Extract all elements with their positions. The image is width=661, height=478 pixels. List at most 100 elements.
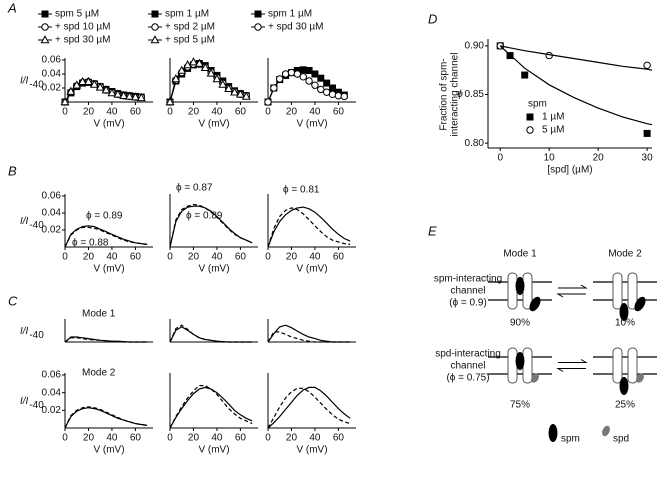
x-axis-label: [spd] (µM): [547, 165, 592, 176]
marker: [521, 71, 529, 79]
x-tick-label: 30: [642, 153, 654, 164]
fraction: 10%: [615, 318, 635, 329]
x-tick-label: 0: [62, 433, 68, 444]
legend-marker: [41, 10, 49, 18]
y-tick-label: 0.04: [42, 387, 62, 398]
arrow: [558, 284, 588, 289]
x-tick-label: 40: [211, 433, 223, 444]
annotation: ϕ = 0.87: [176, 183, 213, 194]
x-axis-label: V (mV): [93, 119, 124, 130]
series-line: [169, 386, 253, 429]
marker: [276, 75, 284, 83]
y-tick-label: 0.06: [42, 55, 62, 66]
site-blocker: [634, 296, 646, 312]
marker: [281, 70, 290, 78]
y-tick-label: 0.85: [465, 89, 485, 100]
x-axis-label: V (mV): [296, 445, 327, 456]
fraction: 25%: [615, 400, 635, 411]
series-line: [64, 406, 148, 429]
marker: [305, 77, 313, 85]
y-tick-label: 0.80: [465, 138, 485, 149]
y-axis-label: ϕ: [457, 89, 463, 100]
y-axis-label: I/I: [20, 326, 29, 337]
channel-phi: (ϕ = 0.75): [446, 373, 489, 384]
x-axis-label: V (mV): [296, 264, 327, 275]
subunit: [612, 272, 623, 310]
annotation: Mode 1: [82, 309, 116, 320]
legend-label: + spd 10 µM: [55, 22, 111, 33]
y-tick-label: 0.02: [42, 83, 62, 94]
annotation: ϕ = 0.89: [86, 211, 123, 222]
marker: [323, 79, 331, 87]
y-axis-label: I/I: [20, 396, 29, 407]
x-tick-label: 40: [106, 107, 118, 118]
x-tick-label: 20: [188, 252, 200, 263]
y-tick-label: 0.02: [42, 225, 62, 236]
marker: [299, 73, 307, 81]
y-axis-label: I/I: [20, 76, 29, 87]
marker: [206, 68, 216, 77]
legend-marker: [254, 10, 262, 18]
marker: [545, 51, 553, 60]
x-tick-label: 0: [167, 433, 173, 444]
marker: [89, 79, 99, 88]
subunit: [627, 272, 638, 310]
spm-blocker: [619, 303, 629, 321]
site-blocker: [636, 373, 644, 383]
legend-label: + spd 5 µM: [165, 35, 215, 46]
y-tick-label: 0.04: [42, 208, 62, 219]
channel-name: spd-interacting: [435, 349, 501, 360]
x-tick-label: 60: [235, 107, 247, 118]
marker: [95, 82, 105, 91]
series-line: [267, 207, 351, 248]
x-tick-label: 40: [309, 252, 321, 263]
series-line: [64, 226, 148, 248]
site-blocker: [531, 373, 539, 383]
marker: [643, 129, 651, 137]
series-line: [64, 337, 148, 343]
x-tick-label: 0: [167, 252, 173, 263]
x-tick-label: 60: [130, 107, 142, 118]
channel-name: channel: [450, 361, 485, 372]
x-tick-label: 20: [286, 107, 298, 118]
marker: [643, 61, 651, 70]
legend-spm: [548, 424, 558, 442]
legend-label: spm 1 µM: [165, 9, 209, 20]
x-tick-label: 60: [235, 252, 247, 263]
legend-marker: [150, 35, 160, 44]
legend-label: + spd 30 µM: [268, 22, 324, 33]
marker: [305, 67, 313, 74]
marker: [119, 90, 129, 99]
legend-marker: [526, 126, 534, 134]
legend-marker: [40, 35, 50, 44]
annotation: ϕ = 0.88: [72, 238, 109, 249]
x-tick-label: 0: [167, 107, 173, 118]
panel-label: C: [8, 293, 18, 308]
arrow: [558, 359, 588, 363]
marker: [183, 60, 193, 69]
x-tick-label: 60: [333, 252, 345, 263]
annotation: Mode 2: [82, 368, 116, 379]
series-line: [267, 386, 351, 429]
x-tick-label: 0: [265, 252, 271, 263]
marker: [270, 84, 278, 92]
subunit: [507, 347, 518, 384]
panel-label: E: [428, 223, 437, 238]
channel-name: spm-interacting: [434, 274, 502, 285]
channel-phi: (ϕ = 0.9): [449, 298, 487, 309]
legend-label: 5 µM: [542, 125, 564, 136]
marker: [230, 87, 239, 96]
marker: [66, 86, 76, 95]
legend-label: spm: [561, 434, 580, 445]
y-axis-label-sub: -40: [29, 330, 44, 341]
y-tick-label: 0.06: [42, 370, 62, 381]
legend-marker: [526, 113, 534, 121]
x-tick-label: 20: [83, 433, 95, 444]
x-tick-label: 20: [83, 252, 95, 263]
legend-marker: [254, 23, 262, 31]
y-axis-label-sub: -40: [29, 400, 44, 411]
marker: [78, 76, 88, 85]
series-line: [64, 407, 148, 429]
series-line: [169, 324, 253, 343]
